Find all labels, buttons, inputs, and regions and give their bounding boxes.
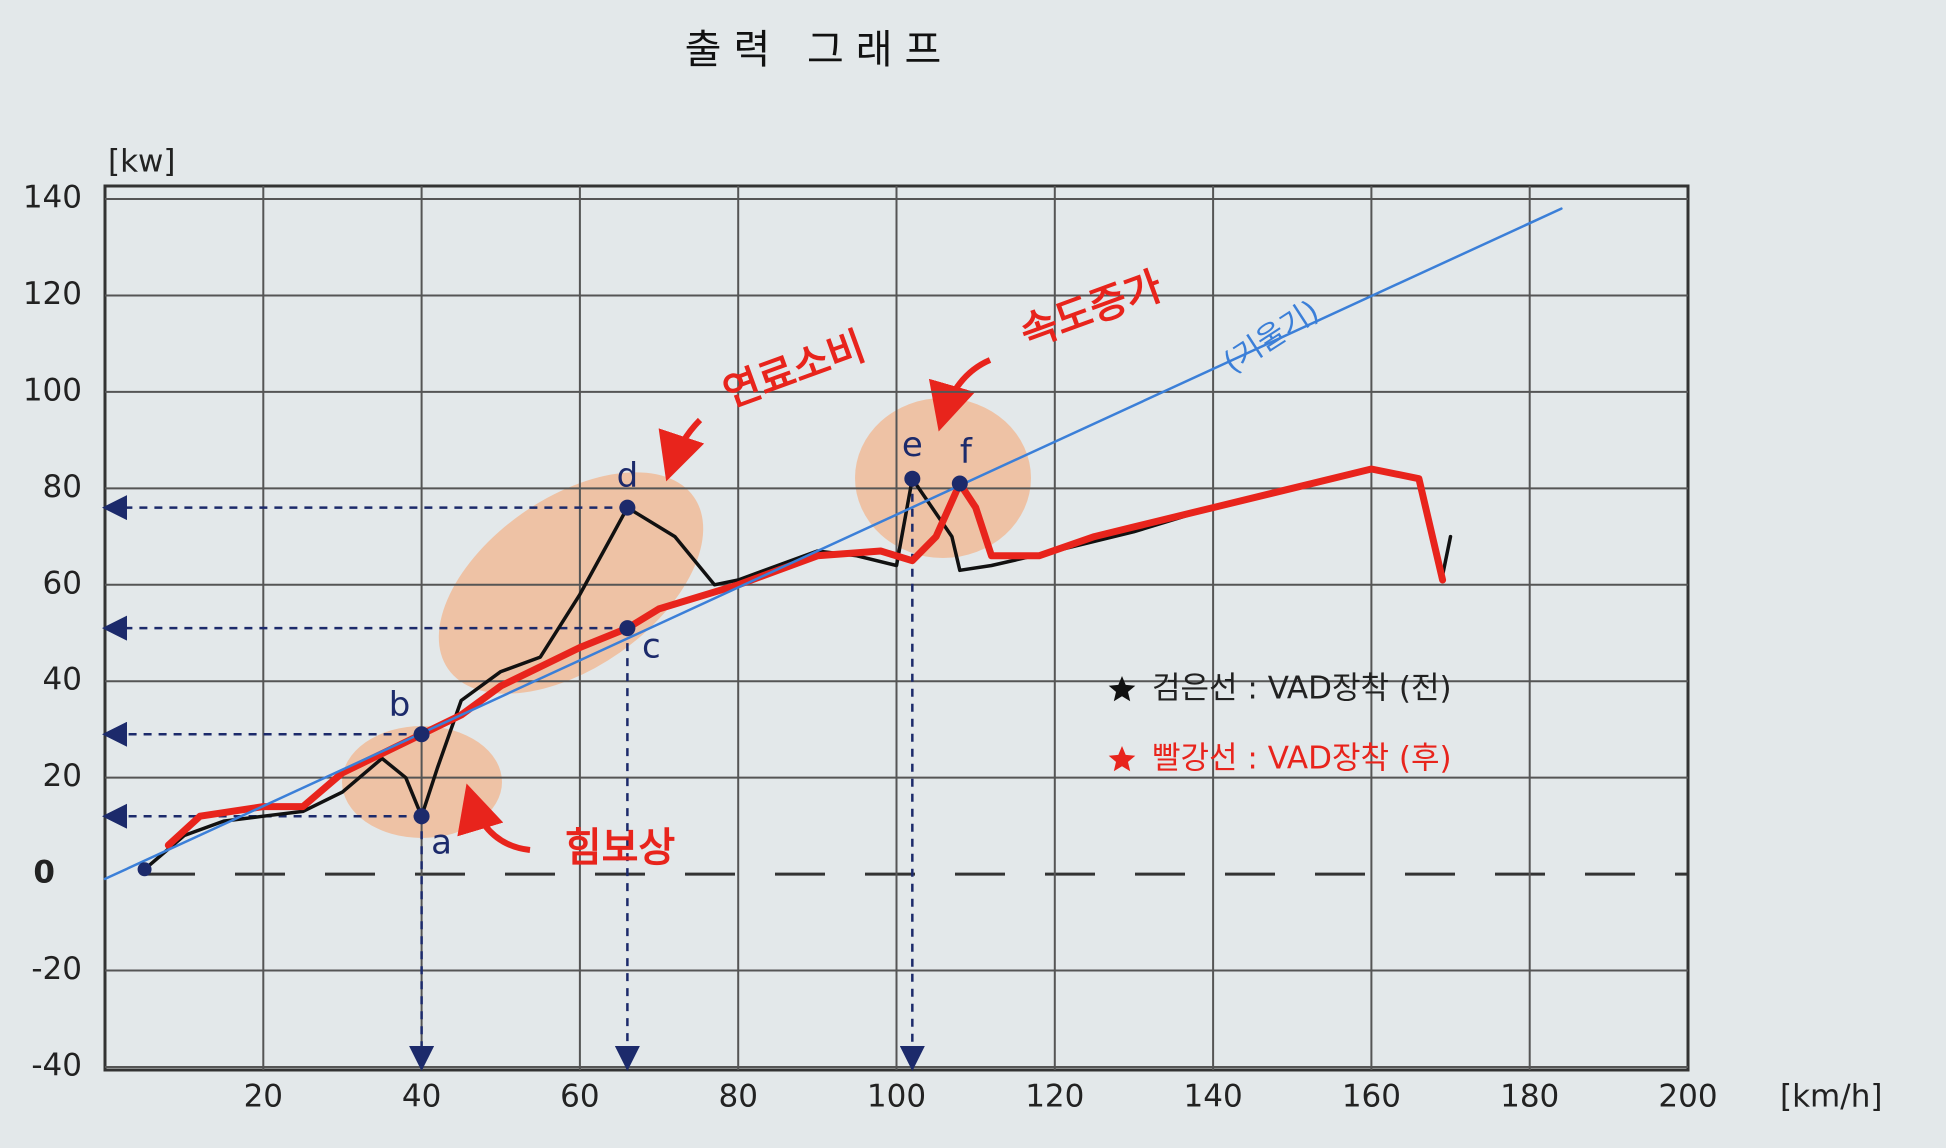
y-tick-label: 120 xyxy=(23,276,82,312)
legend-label: 빨강선 : VAD장착 (후) xyxy=(1152,741,1452,777)
legend-marker xyxy=(1108,746,1136,772)
slope-line xyxy=(103,207,1563,881)
y-tick-label: 40 xyxy=(43,662,82,698)
annotation-arrow xyxy=(457,783,531,853)
legend-marker xyxy=(1108,676,1136,702)
x-tick-label: 200 xyxy=(1658,1079,1717,1115)
point-marker xyxy=(619,499,636,516)
point-marker xyxy=(413,726,430,743)
y-tick-label: -40 xyxy=(31,1048,82,1084)
point-label: a xyxy=(431,823,452,863)
y-tick-label: 20 xyxy=(43,758,82,794)
series-line xyxy=(164,465,1447,849)
x-tick-label: 140 xyxy=(1184,1079,1243,1115)
annotation: 힘보상 xyxy=(565,825,676,871)
y-tick-label: 60 xyxy=(43,565,82,601)
x-tick-label: 60 xyxy=(560,1079,599,1115)
point-marker xyxy=(619,620,636,637)
x-axis-label: [km/h] xyxy=(1780,1079,1882,1115)
x-tick-label: 160 xyxy=(1342,1079,1401,1115)
start-dot xyxy=(137,862,152,877)
point-label: b xyxy=(389,685,411,725)
point-label: d xyxy=(617,456,639,496)
point-label: e xyxy=(902,425,923,465)
x-tick-label: 20 xyxy=(244,1079,283,1115)
annotation: 속도증가 xyxy=(1014,263,1168,357)
x-tick-label: 100 xyxy=(867,1079,926,1115)
slope-label: (기울기) xyxy=(1217,294,1325,381)
y-tick-label: 0 xyxy=(33,855,55,891)
annotation-arrow xyxy=(658,417,705,482)
annotation-arrow xyxy=(928,357,992,432)
y-tick-label: 80 xyxy=(43,469,82,505)
series-line xyxy=(142,467,1453,872)
point-marker xyxy=(951,475,968,492)
point-label: c xyxy=(642,627,661,667)
x-tick-label: 80 xyxy=(718,1079,757,1115)
x-tick-label: 120 xyxy=(1025,1079,1084,1115)
x-tick-label: 40 xyxy=(402,1079,441,1115)
highlight-blob xyxy=(438,472,704,694)
y-tick-label: -20 xyxy=(31,951,82,987)
point-marker xyxy=(413,808,430,825)
y-tick-label: 100 xyxy=(23,372,82,408)
point-label: f xyxy=(960,432,973,472)
annotation: 연료소비 xyxy=(717,323,871,417)
chart-title: 출력 그래프 xyxy=(685,27,954,73)
legend-label: 검은선 : VAD장착 (전) xyxy=(1152,671,1452,707)
highlight-blob xyxy=(855,398,1031,558)
x-tick-label: 180 xyxy=(1500,1079,1559,1115)
point-marker xyxy=(904,470,921,487)
y-tick-label: 140 xyxy=(23,180,82,216)
y-axis-label: [kw] xyxy=(108,144,176,180)
